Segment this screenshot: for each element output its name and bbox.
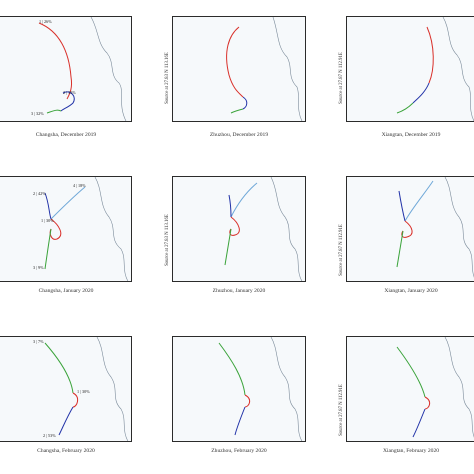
trajectory-4 — [404, 180, 434, 222]
trajectory-1 — [38, 22, 72, 100]
trajectory-2 — [234, 406, 246, 436]
trajectory-2 — [398, 190, 406, 222]
map-svg — [218, 337, 303, 441]
map-svg: 2 | 42% 4 | 18% 1 | 30% 3 | 9% — [33, 177, 129, 281]
map-panel-changsha-jan: 2 | 42% 4 | 18% 1 | 30% 3 | 9% — [0, 176, 132, 282]
label: 1 | 30% — [41, 218, 54, 223]
trajectory-2 — [412, 82, 430, 104]
trajectory-3 — [44, 228, 52, 270]
source-label: Source at 27.83 N 113.16E — [165, 214, 170, 266]
caption: Zhuzhou, December 2019 — [209, 132, 269, 138]
coastline — [270, 337, 303, 441]
map-panel-changsha-dec: 1 | 26% 2 | 15% 3 | 32% — [0, 16, 132, 122]
trajectory-2 — [60, 91, 75, 112]
trajectory-3 — [396, 230, 404, 268]
map-panel-changsha-feb: 3 | 7% 1 | 30% 2 | 53% — [0, 336, 132, 442]
trajectory-1 — [226, 26, 244, 98]
coastline — [272, 17, 303, 121]
map-svg — [396, 17, 474, 121]
trajectory-1 — [426, 26, 434, 84]
trajectory-1 — [401, 220, 413, 238]
map-svg — [224, 177, 303, 281]
source-label: Source at 27.87 N 112.91E — [339, 224, 344, 276]
map-panel-xiangtan-dec — [346, 16, 474, 122]
coastline — [444, 177, 474, 278]
label: 4 | 18% — [73, 183, 86, 188]
caption: Zhuzhou, January 2020 — [212, 288, 266, 294]
label: 2 | 53% — [43, 433, 56, 438]
trajectory-3 — [218, 342, 246, 396]
trajectory-3 — [224, 228, 232, 266]
trajectory-3 — [44, 342, 74, 394]
map-panel-zhuzhou-dec — [172, 16, 306, 122]
coastline — [442, 17, 474, 121]
caption: Changsha, January 2020 — [38, 288, 94, 294]
trajectory-2 — [242, 96, 248, 110]
map-panel-xiangtan-feb — [346, 336, 474, 442]
map-svg: 3 | 7% 1 | 30% 2 | 53% — [33, 337, 129, 441]
trajectory-1 — [229, 216, 240, 236]
coastline — [90, 17, 127, 121]
trajectory-3 — [46, 109, 62, 114]
label: 2 | 42% — [33, 191, 46, 196]
map-panel-zhuzhou-jan — [172, 176, 306, 282]
trajectory-2 — [44, 192, 52, 220]
trajectory-3 — [396, 102, 414, 114]
trajectory-4 — [230, 182, 258, 218]
trajectory-1 — [72, 392, 79, 408]
caption: Zhuzhou, February 2020 — [211, 448, 267, 454]
caption: Changsha, February 2020 — [37, 448, 95, 454]
trajectory-1 — [424, 396, 431, 410]
label: 3 | 9% — [33, 265, 44, 270]
source-label: Source at 27.87 N 112.91E — [339, 52, 344, 104]
caption: Xiangtan, February 2020 — [382, 448, 440, 454]
map-panel-xiangtan-jan — [346, 176, 474, 282]
map-panel-zhuzhou-feb — [172, 336, 306, 442]
trajectory-3 — [230, 108, 244, 114]
trajectory-1 — [244, 394, 251, 408]
label-1: 1 | 26% — [39, 19, 52, 24]
caption: Xiangtan, December 2019 — [381, 132, 441, 138]
map-svg — [226, 17, 303, 121]
caption: Changsha, December 2019 — [35, 132, 97, 138]
label: 1 | 30% — [77, 389, 90, 394]
map-svg: 1 | 26% 2 | 15% 3 | 32% — [31, 17, 127, 121]
map-svg — [396, 337, 474, 438]
map-svg — [396, 177, 474, 278]
trajectory-3 — [396, 346, 426, 398]
coastline — [96, 337, 129, 441]
label: 3 | 7% — [33, 339, 44, 344]
trajectory-4 — [50, 186, 86, 220]
source-label: Source at 27.87 N 112.91E — [339, 384, 344, 436]
source-label: Source at 27.83 N 113.16E — [165, 52, 170, 104]
trajectory-2 — [58, 406, 74, 436]
trajectory-2 — [228, 194, 232, 218]
coastline — [94, 177, 129, 281]
label-3: 3 | 32% — [31, 111, 44, 116]
caption: Xiangtan, January 2020 — [384, 288, 438, 294]
trajectory-2 — [412, 408, 426, 438]
coastline — [444, 337, 474, 438]
label-2: 2 | 15% — [63, 90, 76, 95]
coastline — [270, 177, 303, 281]
